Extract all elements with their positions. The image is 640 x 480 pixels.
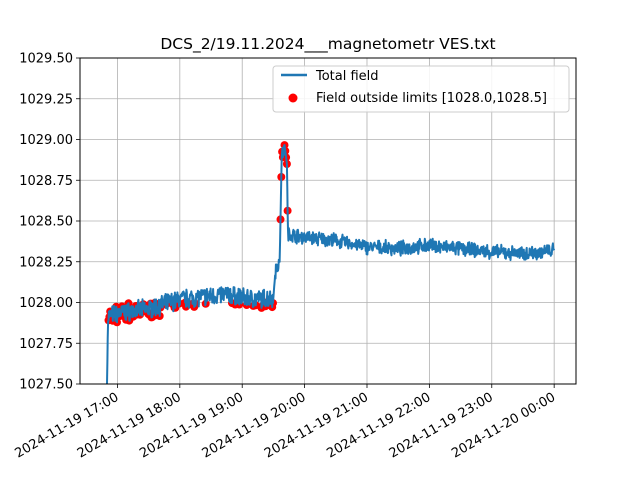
y-tick-label: 1028.75 — [19, 174, 73, 189]
y-tick-label: 1029.25 — [19, 92, 73, 107]
y-axis: 1027.50 1027.75 1028.00 1028.25 1028.50 1028.… — [19, 52, 80, 393]
y-tick-label: 1029.50 — [19, 52, 73, 67]
legend-box — [272, 65, 570, 113]
y-tick-label: 1028.25 — [19, 255, 73, 270]
legend-marker-outside-limits — [288, 93, 298, 103]
legend-label-total-field: Total field — [315, 69, 379, 84]
y-tick-label: 1029.00 — [19, 133, 73, 148]
legend-label-outside-limits: Field outside limits [1028.0,1028.5] — [316, 91, 547, 106]
y-tick-label: 1027.75 — [19, 337, 73, 352]
y-tick-label: 1027.50 — [19, 378, 73, 393]
chart-title: DCS_2/19.11.2024___magnetometr VES.txt — [160, 35, 495, 54]
series-line-total-field — [106, 144, 556, 384]
plot-area — [104, 141, 556, 384]
y-tick-label: 1028.50 — [19, 215, 73, 230]
legend: Total field Field outside limits [1028.0… — [272, 65, 570, 113]
y-tick-label: 1028.00 — [19, 296, 73, 311]
